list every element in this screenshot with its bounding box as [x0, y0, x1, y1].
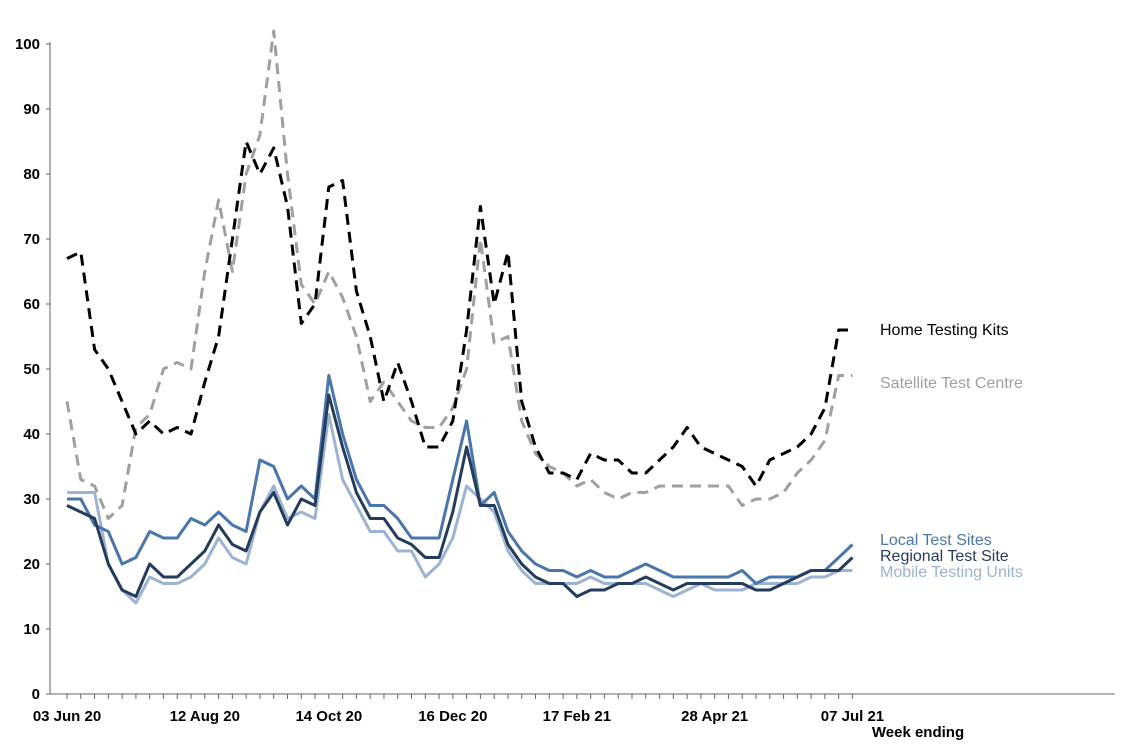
series-label-mobile-testing-units: Mobile Testing Units: [880, 564, 1023, 581]
series-labels: Home Testing Kits Satellite Test Centre Lo…: [880, 322, 1023, 581]
y-tick-label: 0: [32, 686, 40, 703]
series-line-local-test-sites: [67, 374, 854, 585]
y-tick-label: 40: [23, 426, 40, 443]
series-line-mobile-testing-units: [67, 413, 853, 605]
y-tick-label: 30: [23, 491, 40, 508]
x-tick-label: 16 Dec 20: [418, 708, 487, 725]
series-lines: [65, 29, 854, 605]
y-tick-label: 50: [23, 361, 40, 378]
y-tick-label: 10: [23, 621, 40, 638]
x-tick-label: 12 Aug 20: [170, 708, 240, 725]
x-tick-label: 03 Jun 20: [33, 708, 101, 725]
y-tick-label: 60: [23, 296, 40, 313]
y-tick-label: 70: [23, 231, 40, 248]
x-tick-label: 07 Jul 21: [821, 708, 884, 725]
series-label-regional-test-site: Regional Test Site: [880, 548, 1009, 565]
series-label-local-test-sites: Local Test Sites: [880, 532, 992, 549]
series-line-regional-test-site: [66, 393, 854, 598]
y-tick-label: 100: [15, 36, 40, 53]
series-line-satellite-test-centre: [65, 29, 853, 520]
series-line-home-testing-kits: [66, 140, 853, 488]
x-tick-label: 14 Oct 20: [295, 708, 362, 725]
y-tick-label: 90: [23, 101, 40, 118]
axes: 0 10 20 30 40 50 60 70 80 90 100 03 Jun 20 12 Aug 20…: [15, 36, 1115, 741]
x-tick-label: 28 Apr 21: [681, 708, 748, 725]
x-tick-label: 17 Feb 21: [543, 708, 611, 725]
series-label-home-testing-kits: Home Testing Kits: [880, 322, 1009, 339]
x-axis-title: Week ending: [872, 724, 964, 741]
y-tick-label: 80: [23, 166, 40, 183]
series-label-satellite-test-centre: Satellite Test Centre: [880, 375, 1023, 392]
y-tick-label: 20: [23, 556, 40, 573]
